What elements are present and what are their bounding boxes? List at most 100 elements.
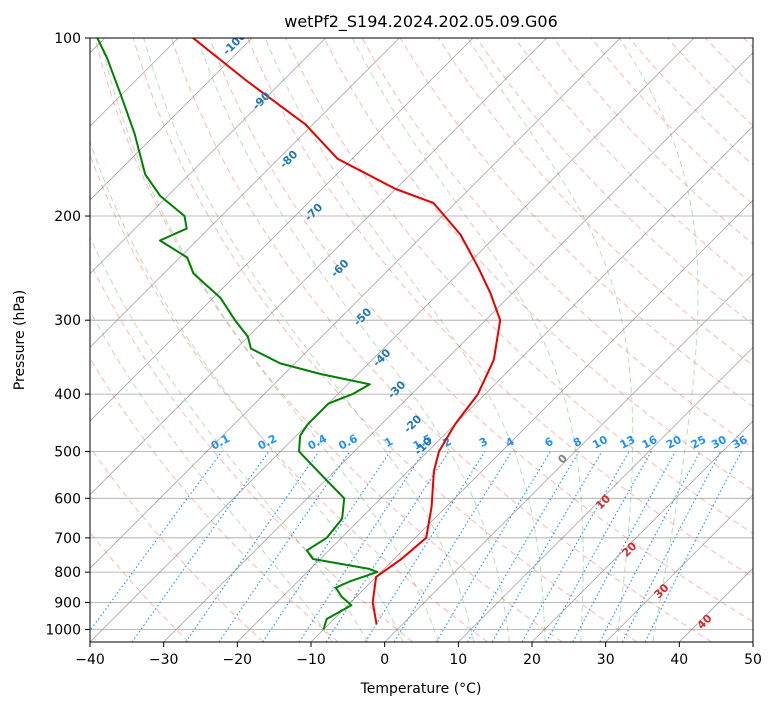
isotherm-line: [90, 38, 621, 569]
mixing-ratio-label: 8: [571, 435, 584, 450]
dry-adiabat: [209, 38, 753, 623]
mixing-ratio-line: [218, 451, 351, 642]
isotherm-line: [90, 38, 400, 348]
x-axis: −40 −30 −20 −10 0 10 20 30 40 50: [75, 642, 762, 668]
mixing-ratio-line: [262, 451, 391, 642]
adiabat-label: -20: [401, 412, 424, 435]
x-tick-label: 10: [449, 652, 467, 668]
mixing-ratio-label: 0.1: [209, 432, 232, 453]
mixing-ratio-label: 16: [640, 433, 660, 452]
isotherm-line: [90, 38, 547, 496]
x-tick-label: 40: [670, 652, 688, 668]
adiabat-label: -80: [277, 148, 300, 171]
plot-frame: [89, 37, 754, 643]
isotherm-line: [237, 125, 753, 642]
x-tick-label: −30: [149, 652, 179, 668]
isotherm-line: [605, 494, 753, 642]
dewpoint-line: [96, 38, 379, 630]
dry-adiabat: [437, 38, 753, 366]
mixing-ratio-line: [545, 451, 652, 642]
adiabat-label: -30: [385, 378, 408, 401]
y-tick-label: 700: [54, 531, 81, 547]
mixing-ratio-line: [393, 451, 513, 642]
y-tick-label: 300: [54, 313, 81, 329]
isotherm-grid: [90, 38, 753, 642]
x-tick-label: −20: [223, 652, 253, 668]
y-tick-label: 100: [54, 31, 81, 47]
temperature-line: [192, 38, 502, 625]
mixing-ratio-line: [325, 451, 450, 642]
isotherm-line: [90, 38, 253, 201]
dry-adiabat: [590, 38, 753, 206]
isobar-grid: [90, 38, 753, 630]
dry-adiabat: [667, 38, 753, 127]
isotherm-line: [163, 52, 753, 642]
moist-adiabat: [90, 310, 333, 642]
isotherm-line: [679, 567, 753, 642]
dry-adiabat: [94, 38, 563, 642]
dry-adiabat: [285, 38, 753, 535]
isotherm-line: [384, 273, 753, 642]
adiabat-label: -100: [220, 29, 249, 58]
mixing-ratio-line: [364, 451, 486, 642]
isotherm-line: [531, 420, 753, 642]
adiabat-label: -50: [351, 305, 374, 328]
dry-adiabat: [247, 38, 753, 578]
mixing-ratio-label: 13: [618, 433, 638, 452]
x-tick-label: 30: [597, 652, 615, 668]
moist-adiabat: [143, 38, 475, 642]
x-tick-label: −40: [75, 652, 105, 668]
isotherm-line: [458, 346, 753, 642]
mixing-ratio-line: [185, 451, 320, 642]
mixing-ratio-lines: 0.1 0.2 0.4 0.6 1 1.5 2 3 4 6 8 10 13 16 20 25 30 36: [90, 432, 750, 642]
moist-adiabat: [467, 38, 634, 642]
dry-adiabat: [743, 38, 753, 49]
dry-adiabat: [705, 38, 753, 88]
moist-adiabat: [90, 235, 369, 642]
dry-adiabat: [90, 531, 190, 642]
y-tick-label: 1000: [45, 623, 81, 639]
x-tick-label: 0: [380, 652, 389, 668]
mixing-ratio-label: 20: [664, 433, 684, 452]
chart-title: wetPf2_S194.2024.202.05.09.G06: [284, 12, 558, 32]
adiabat-label: 40: [695, 612, 715, 632]
x-tick-label: −10: [296, 652, 326, 668]
y-tick-label: 200: [54, 209, 81, 225]
adiabat-label: -40: [370, 346, 393, 369]
y-tick-label: 400: [54, 387, 81, 403]
adiabat-label: -90: [250, 89, 273, 112]
mixing-ratio-line: [572, 451, 676, 642]
y-axis: 100 200 300 400 500 600 700 800 900 1000: [45, 31, 90, 639]
y-axis-label: Pressure (hPa): [12, 290, 28, 390]
y-tick-label: 500: [54, 444, 81, 460]
mixing-ratio-label: 6: [543, 435, 556, 450]
y-tick-label: 800: [54, 565, 81, 581]
isotherm-line: [310, 199, 753, 642]
moist-adiabat: [90, 139, 404, 642]
dry-adiabat: [514, 38, 753, 285]
adiabat-label: 20: [619, 539, 639, 559]
mixing-ratio-label: 3: [477, 435, 490, 450]
dry-adiabat: [323, 38, 753, 492]
adiabat-label: -60: [328, 257, 351, 280]
adiabat-label: -70: [302, 201, 325, 224]
isotherm-line: [90, 38, 326, 275]
dry-adiabats: [90, 38, 753, 642]
mixing-ratio-label: 10: [590, 433, 610, 452]
dry-adiabat: [476, 38, 753, 326]
y-tick-label: 600: [54, 491, 81, 507]
moist-adiabat: [197, 38, 510, 642]
mixing-ratio-line: [621, 451, 722, 642]
dry-adiabat: [90, 446, 264, 642]
mixing-ratio-line: [644, 451, 742, 642]
mixing-ratio-label: 0.4: [306, 432, 330, 453]
dry-adiabat: [170, 38, 712, 642]
mixing-ratio-line: [521, 451, 630, 642]
moist-adiabat: [352, 38, 584, 642]
mixing-ratio-label: 25: [689, 433, 709, 452]
moist-adiabat: [99, 38, 439, 642]
dry-adiabat: [90, 357, 339, 642]
isotherm-line: [90, 38, 474, 422]
